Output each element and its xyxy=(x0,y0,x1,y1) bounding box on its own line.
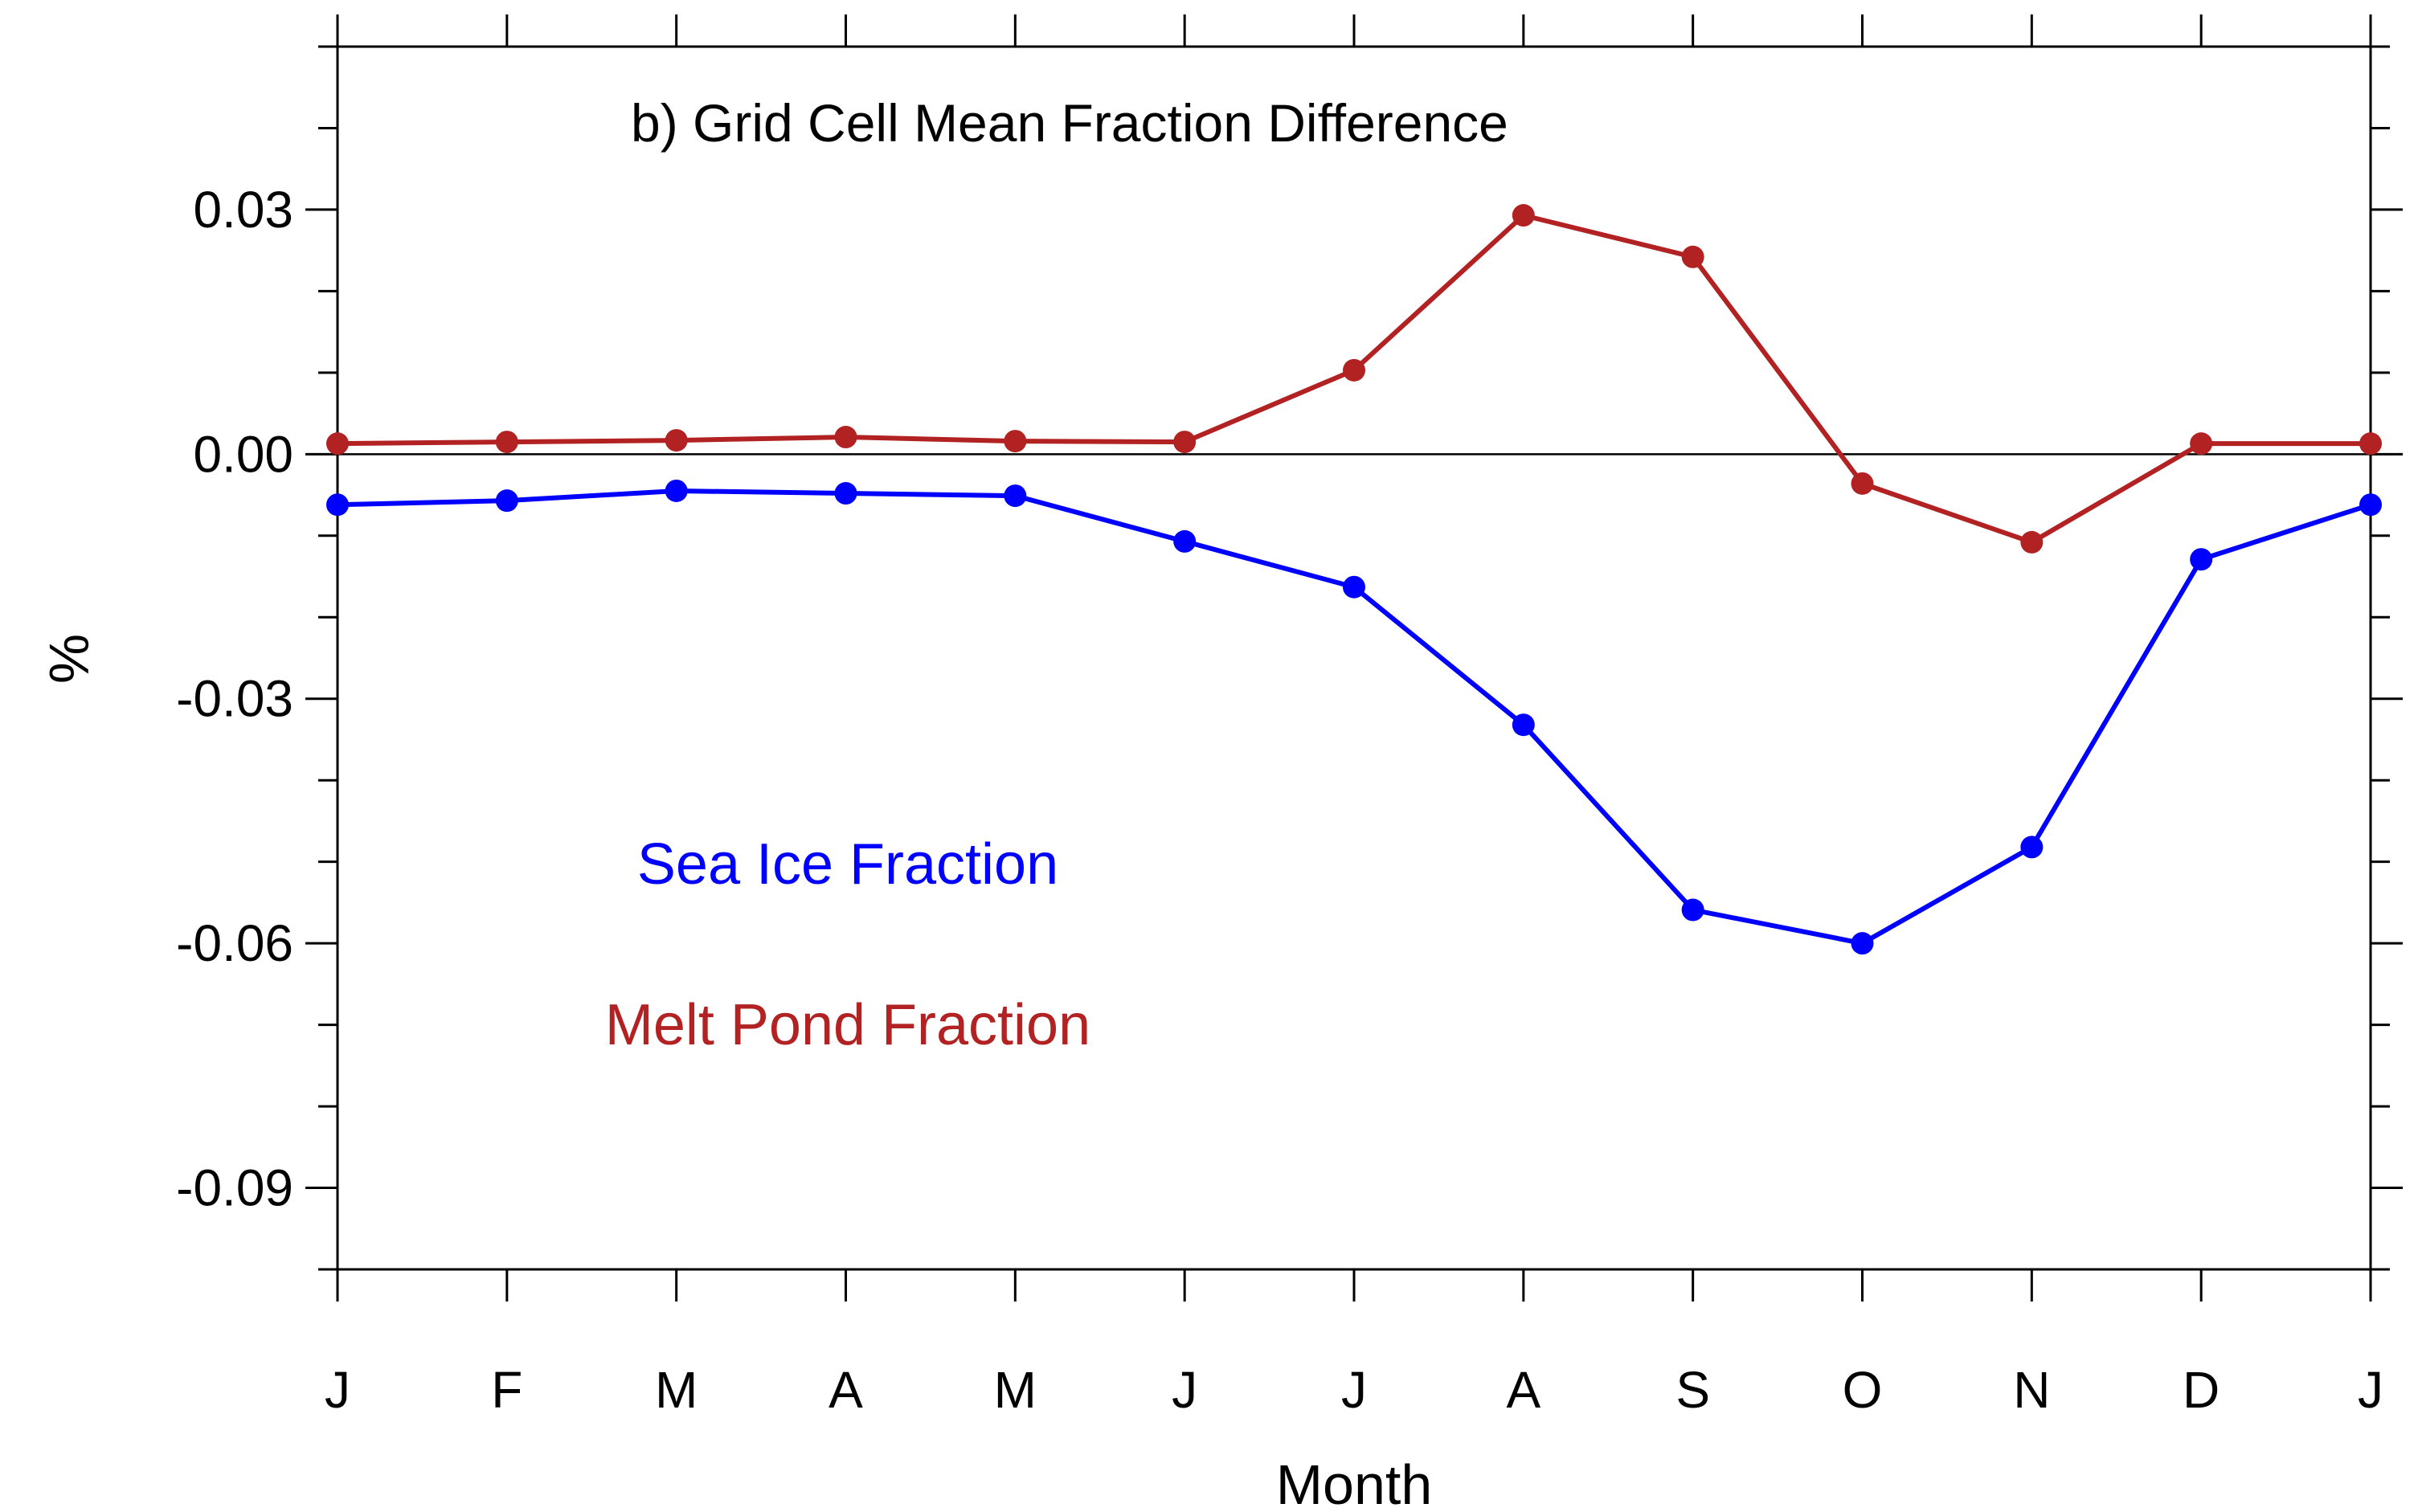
melt-pond-fraction-point xyxy=(1004,430,1027,453)
series-group xyxy=(326,204,2382,955)
x-tick-label: N xyxy=(2013,1361,2050,1419)
x-tick-label: S xyxy=(1675,1361,1710,1419)
x-tick-label: F xyxy=(491,1361,522,1419)
sea-ice-fraction-point xyxy=(834,482,857,505)
melt-pond-fraction-point xyxy=(665,429,688,452)
sea-ice-fraction-point xyxy=(1851,932,1874,955)
y-tick-label: 0.00 xyxy=(193,425,293,483)
sea-ice-fraction-point xyxy=(1512,713,1535,737)
x-axis-title: Month xyxy=(1276,1453,1433,1512)
plot-frame xyxy=(336,45,2372,1271)
melt-pond-fraction-point xyxy=(1343,358,1365,382)
melt-pond-fraction-point xyxy=(495,431,518,454)
y-tick-label: -0.06 xyxy=(176,914,293,972)
sea-ice-fraction-point xyxy=(2020,836,2044,859)
sea-ice-fraction-point xyxy=(1343,575,1365,599)
x-tick-label: A xyxy=(829,1361,863,1419)
sea-ice-fraction-point xyxy=(2190,548,2213,571)
y-tick-label: -0.03 xyxy=(176,670,293,728)
sea-ice-fraction-point xyxy=(1004,484,1027,508)
y-axis-title: % xyxy=(38,634,100,684)
melt-pond-fraction-point xyxy=(1681,245,1704,268)
melt-pond-fraction-point xyxy=(2359,432,2382,456)
sea-ice-fraction-point xyxy=(2359,493,2382,517)
sea-ice-fraction-point xyxy=(665,479,688,502)
x-tick-label: O xyxy=(1843,1361,1883,1419)
sea-ice-fraction-point xyxy=(1173,529,1197,553)
y-tick-label: 0.03 xyxy=(193,181,293,239)
y-tick-labels: 0.03 0.00 -0.03 -0.06 -0.09 xyxy=(176,181,293,1217)
x-tick-label: A xyxy=(1506,1361,1540,1419)
melt-pond-fraction-point xyxy=(1512,204,1535,227)
legend-label-melt-pond: Melt Pond Fraction xyxy=(605,993,1090,1057)
y-tick-label: -0.09 xyxy=(176,1159,293,1217)
melt-pond-fraction-point xyxy=(2190,432,2213,456)
x-tick-label: J xyxy=(2358,1361,2383,1419)
sea-ice-fraction-point xyxy=(1681,898,1704,922)
x-tick-label: J xyxy=(325,1361,350,1419)
melt-pond-fraction-point xyxy=(2020,530,2044,554)
melt-pond-fraction-point xyxy=(1173,431,1197,454)
x-tick-label: J xyxy=(1341,1361,1367,1419)
x-tick-label: D xyxy=(2183,1361,2220,1419)
melt-pond-fraction-point xyxy=(326,432,349,456)
x-tick-label: M xyxy=(655,1361,698,1419)
legend-label-sea-ice: Sea Ice Fraction xyxy=(637,832,1058,897)
melt-pond-fraction-point xyxy=(1851,472,1874,495)
sea-ice-fraction-point xyxy=(326,493,349,517)
x-tick-label: M xyxy=(994,1361,1037,1419)
chart-title: b) Grid Cell Mean Fraction Difference xyxy=(631,93,1508,153)
x-tick-label: J xyxy=(1172,1361,1197,1419)
sea-ice-fraction-point xyxy=(495,489,518,513)
melt-pond-fraction-point xyxy=(834,426,857,449)
axis-ticks xyxy=(305,14,2403,1302)
